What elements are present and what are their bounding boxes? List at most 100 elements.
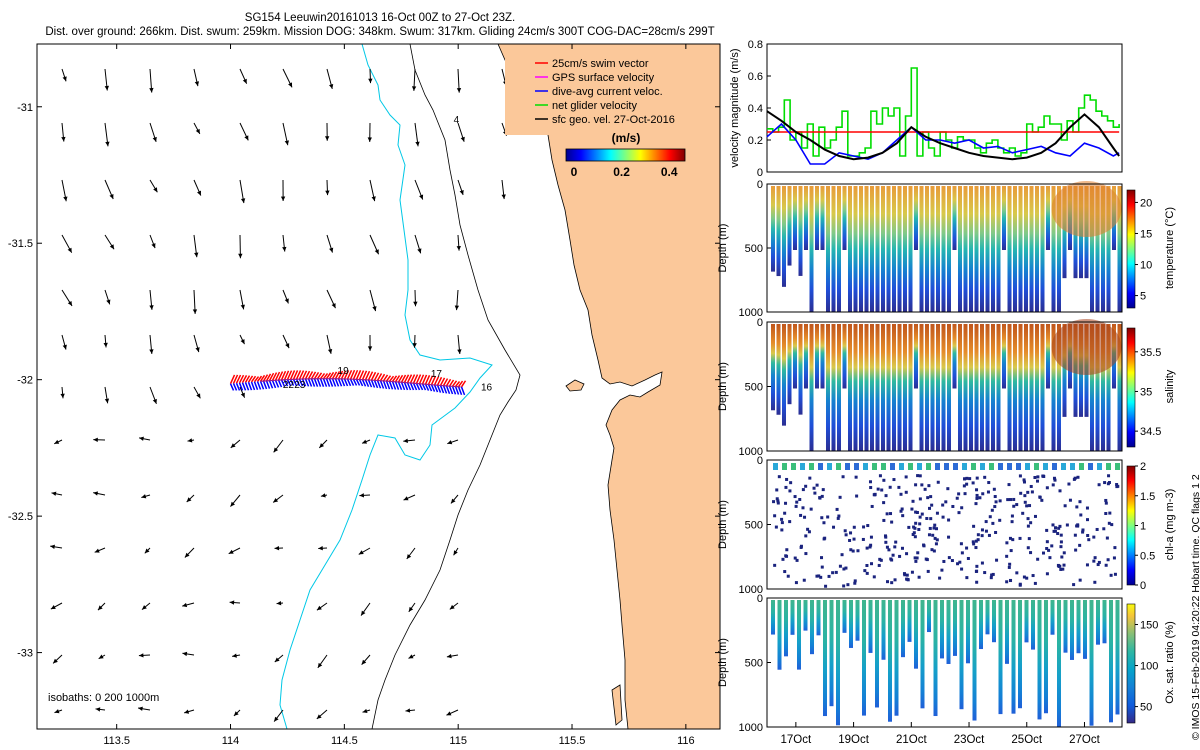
chl-sample: [1081, 530, 1085, 534]
velocity-arrow: [412, 334, 417, 348]
colorbar-label: chl-a (mg m-3): [1164, 489, 1176, 561]
chl-sample: [866, 524, 870, 528]
velocity-arrow: [230, 439, 241, 449]
chl-sample: [795, 500, 799, 504]
chl-sample: [920, 512, 924, 516]
velocity-arrow: [362, 708, 371, 714]
chl-sample: [899, 492, 903, 496]
chl-sample: [915, 556, 919, 560]
chl-surface-sample: [1088, 463, 1093, 470]
warm-anomaly: [1051, 181, 1122, 237]
dive-avg-current-vector: [457, 386, 463, 395]
chl-sample: [1045, 528, 1049, 532]
swim-vector: [298, 370, 305, 380]
swim-vector: [307, 371, 314, 380]
chl-sample: [1074, 548, 1078, 552]
chl-sample: [989, 576, 993, 580]
chl-sample: [936, 480, 940, 484]
profile-column: [1024, 324, 1028, 451]
chl-sample: [1041, 474, 1045, 478]
dive-avg-current-vector: [382, 380, 388, 390]
chl-sample: [876, 487, 880, 491]
chl-sample: [998, 518, 1002, 522]
chl-sample: [960, 551, 964, 555]
chl-sample: [775, 497, 779, 501]
depth-axis-label: Depth (m): [717, 224, 729, 273]
velocity-arrow: [61, 234, 73, 253]
swim-vector: [421, 374, 428, 385]
chl-sample: [1063, 504, 1067, 508]
profile-column: [826, 324, 830, 451]
velocity-ytick-label: 0: [757, 167, 763, 179]
chl-sample: [1110, 523, 1114, 527]
swim-vector: [262, 374, 269, 382]
chl-sample: [1036, 557, 1040, 561]
chl-sample: [1059, 567, 1063, 571]
chl-sample: [1006, 498, 1010, 502]
chl-sample: [884, 494, 888, 498]
profile-column: [980, 324, 984, 451]
velocity-arrow: [104, 234, 115, 250]
dive-avg-current-vector: [316, 378, 322, 387]
depth-tick-label: 0: [757, 455, 763, 467]
map-ytick-label: -31.5: [8, 238, 33, 250]
isobath-1000m: [279, 44, 493, 729]
velocity-arrow: [447, 439, 459, 445]
velocity-arrow: [239, 68, 248, 84]
chl-sample: [1076, 523, 1080, 527]
chl-sample: [904, 475, 908, 479]
profile-column: [914, 324, 918, 389]
chl-sample: [801, 506, 805, 510]
velocity-arrow: [454, 289, 460, 311]
chl-sample: [843, 529, 847, 533]
chl-sample: [983, 475, 987, 479]
chl-sample: [905, 552, 909, 556]
chl-sample: [804, 534, 808, 538]
profile-column: [892, 186, 896, 312]
profile-column: [996, 324, 1001, 451]
chl-sample: [993, 495, 997, 499]
velocity-arrow: [239, 386, 246, 398]
chl-sample: [826, 515, 830, 519]
velocity-arrow: [193, 234, 199, 258]
swim-vector: [316, 372, 323, 380]
velocity-arrow: [282, 234, 287, 252]
swim-vector: [409, 374, 416, 384]
profile-column: [1024, 186, 1028, 312]
time-tick-label: 19Oct: [838, 734, 869, 746]
profile-column: [804, 186, 808, 250]
dive-avg-current-vector: [460, 386, 466, 396]
chl-sample: [960, 567, 964, 571]
chl-sample: [928, 506, 932, 510]
profile-column: [985, 186, 990, 312]
velocity-ytick-label: 0.8: [748, 39, 763, 51]
chl-sample: [1085, 506, 1089, 510]
chl-sample: [902, 572, 906, 576]
dive-avg-current-vector: [259, 381, 265, 390]
velocity-arrow: [282, 122, 289, 146]
depth-tick-label: 0: [757, 179, 763, 191]
profile-column: [809, 324, 814, 451]
velocity-arrow: [325, 179, 330, 196]
chl-sample: [865, 564, 869, 568]
swim-vector: [454, 381, 461, 388]
profile-column: [859, 186, 863, 312]
swim-vector: [304, 370, 311, 380]
velocity-arrow: [274, 654, 284, 663]
velocity-series-line: [766, 110, 1120, 161]
swim-vector: [232, 374, 239, 384]
velocity-arrow: [53, 439, 63, 445]
profile-column: [941, 186, 946, 312]
profile-column: [787, 324, 792, 405]
profile-column: [985, 324, 990, 451]
profile-column: [886, 186, 891, 312]
dive-avg-current-vector: [412, 382, 418, 391]
velocity-arrow: [276, 601, 284, 606]
velocity-arrow: [51, 491, 63, 496]
track-day-label: 23: [294, 380, 306, 391]
dive-avg-current-vector: [358, 379, 364, 387]
swim-vector: [445, 378, 452, 387]
chl-surface-sample: [899, 463, 904, 470]
colorbar-label: salinity: [1164, 369, 1176, 403]
dive-avg-current-vector: [370, 379, 376, 388]
